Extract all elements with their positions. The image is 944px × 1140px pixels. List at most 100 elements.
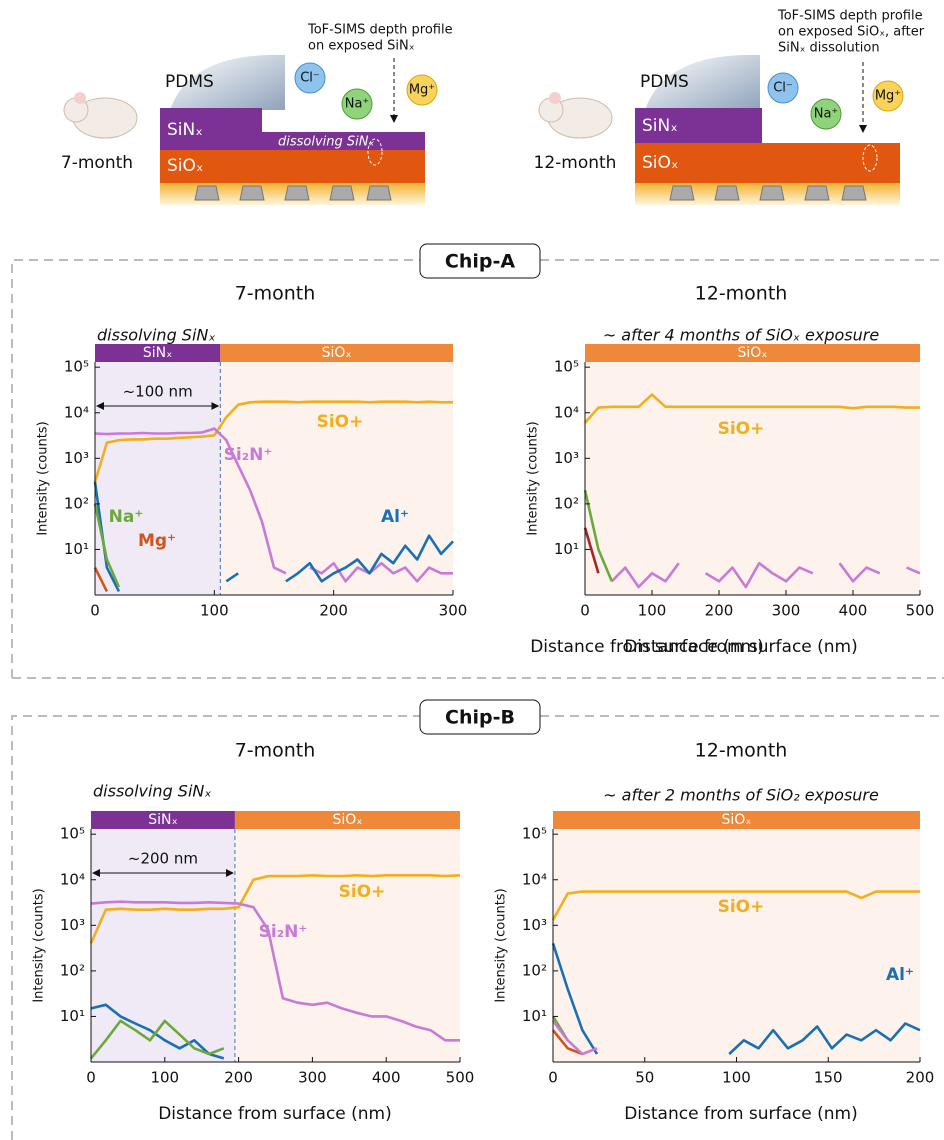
x-tick-label: 400: [839, 602, 868, 620]
x-tick-label: 400: [372, 1069, 401, 1087]
y-tick-label: 10¹: [64, 540, 89, 558]
region-label: SiOₓ: [737, 345, 767, 361]
series-label: SiO+: [339, 882, 386, 902]
x-axis-label: Distance from surface (nm): [530, 637, 764, 657]
series-label: Na⁺: [109, 507, 144, 527]
y-tick-label: 10⁵: [64, 358, 89, 376]
series-line: [551, 943, 921, 1055]
y-tick-label: 10³: [64, 449, 89, 467]
region-shade: [95, 362, 221, 595]
chart-subtitle: ~ after 4 months of SiOₓ exposure: [603, 326, 880, 345]
chart-title: 12-month: [695, 740, 788, 762]
ion-label: Mg⁺: [409, 83, 435, 98]
probe-label: ToF-SIMS depth profile: [777, 9, 923, 24]
y-axis-label: Intensity (counts): [494, 888, 509, 1002]
region-band: [234, 811, 460, 829]
y-tick-label: 10⁴: [60, 870, 85, 888]
age-label: 12-month: [534, 153, 617, 173]
x-tick-label: 0: [86, 1069, 96, 1087]
series-line: [551, 1029, 583, 1056]
layer-label: SiNₓ: [167, 120, 203, 140]
x-tick-label: 100: [638, 602, 667, 620]
x-tick-label: 300: [298, 1069, 327, 1087]
age-label: 7-month: [61, 153, 133, 173]
series-line: [93, 567, 109, 592]
pdms-label: PDMS: [165, 72, 214, 92]
chart: 7-month dissolving SiNₓ SiNₓ SiOₓ ~200 nm SiO…: [32, 740, 475, 1125]
y-tick-label: 10³: [522, 916, 547, 934]
series-label: Si₂N⁺: [224, 445, 273, 465]
series-line: [551, 1020, 598, 1056]
group-label: Chip-A: [445, 251, 515, 273]
y-axis-label: Intensity (counts): [32, 888, 47, 1002]
chart-title: 7-month: [235, 740, 316, 762]
series-line: [610, 561, 921, 589]
series-line: [583, 489, 613, 582]
chart-subtitle: dissolving SiNₓ: [97, 326, 215, 345]
y-tick-label: 10²: [522, 961, 547, 979]
note: dissolving SiNₓ: [278, 135, 374, 150]
probe-label: on exposed SiNₓ: [308, 39, 415, 54]
x-tick-label: 200: [224, 1069, 253, 1087]
x-tick-label: 150: [814, 1069, 843, 1087]
region-band: [553, 811, 920, 829]
y-tick-label: 10¹: [554, 540, 579, 558]
series-line: [584, 393, 920, 424]
x-tick-label: 0: [548, 1069, 558, 1087]
x-tick-label: 100: [150, 1069, 179, 1087]
x-tick-label: 0: [90, 602, 100, 620]
group-tag: [419, 243, 541, 279]
series-label: SiO+: [718, 897, 765, 917]
group-label: Chip-B: [445, 707, 515, 729]
region-label: SiOₓ: [721, 812, 751, 828]
x-tick-label: 200: [319, 602, 348, 620]
y-tick-label: 10¹: [60, 1007, 85, 1025]
x-axis-label: Distance from surface (nm): [624, 637, 858, 657]
layer-label: SiOₓ: [167, 156, 203, 176]
series-line: [93, 503, 121, 588]
y-tick-label: 10²: [60, 961, 85, 979]
y-tick-label: 10²: [64, 494, 89, 512]
x-tick-label: 100: [200, 602, 229, 620]
schematic: 12-month PDMS SiNₓ SiOₓ Cl⁻ Na⁺ Mg⁺ ToF-…: [534, 9, 925, 205]
y-axis-label: Intensity (counts): [36, 421, 51, 535]
series-label: SiO+: [317, 412, 364, 432]
y-tick-label: 10⁴: [64, 403, 89, 421]
x-axis-label: Distance from surface (nm): [624, 1104, 858, 1124]
y-axis-label: Intensity (counts): [526, 421, 541, 535]
y-tick-label: 10⁵: [554, 358, 579, 376]
series-line: [90, 1003, 225, 1060]
region-shade: [553, 829, 920, 1062]
group-frame: [11, 259, 944, 679]
y-tick-label: 10³: [60, 916, 85, 934]
series-line: [583, 527, 600, 574]
series-line: [89, 874, 461, 944]
region-shade: [234, 829, 460, 1062]
series-label: Mg⁺: [138, 531, 176, 551]
series-label: Si₂N⁺: [259, 922, 308, 942]
x-tick-label: 500: [446, 1069, 475, 1087]
series-line: [551, 890, 920, 921]
chart: 12-month ~ after 2 months of SiO₂ exposur…: [494, 740, 935, 1125]
chart-subtitle: ~ after 2 months of SiO₂ exposure: [603, 786, 879, 805]
y-tick-label: 10⁵: [522, 825, 547, 843]
y-tick-label: 10⁴: [554, 403, 579, 421]
chart-title: 7-month: [235, 283, 316, 305]
region-label: SiNₓ: [143, 345, 172, 361]
series-line: [93, 400, 453, 483]
ion-label: Cl⁻: [300, 71, 320, 86]
series-line: [93, 481, 454, 592]
span-label: ~100 nm: [123, 383, 193, 401]
region-label: SiNₓ: [148, 812, 177, 828]
series-line: [94, 427, 453, 583]
region-shade: [585, 362, 920, 595]
pdms-label: PDMS: [640, 72, 689, 92]
y-tick-label: 10⁴: [522, 870, 547, 888]
span-label: ~200 nm: [128, 850, 198, 868]
y-tick-label: 10⁵: [60, 825, 85, 843]
series-label: Al⁺: [381, 507, 409, 527]
x-tick-label: 200: [906, 1069, 935, 1087]
x-tick-label: 0: [580, 602, 590, 620]
x-tick-label: 100: [722, 1069, 751, 1087]
